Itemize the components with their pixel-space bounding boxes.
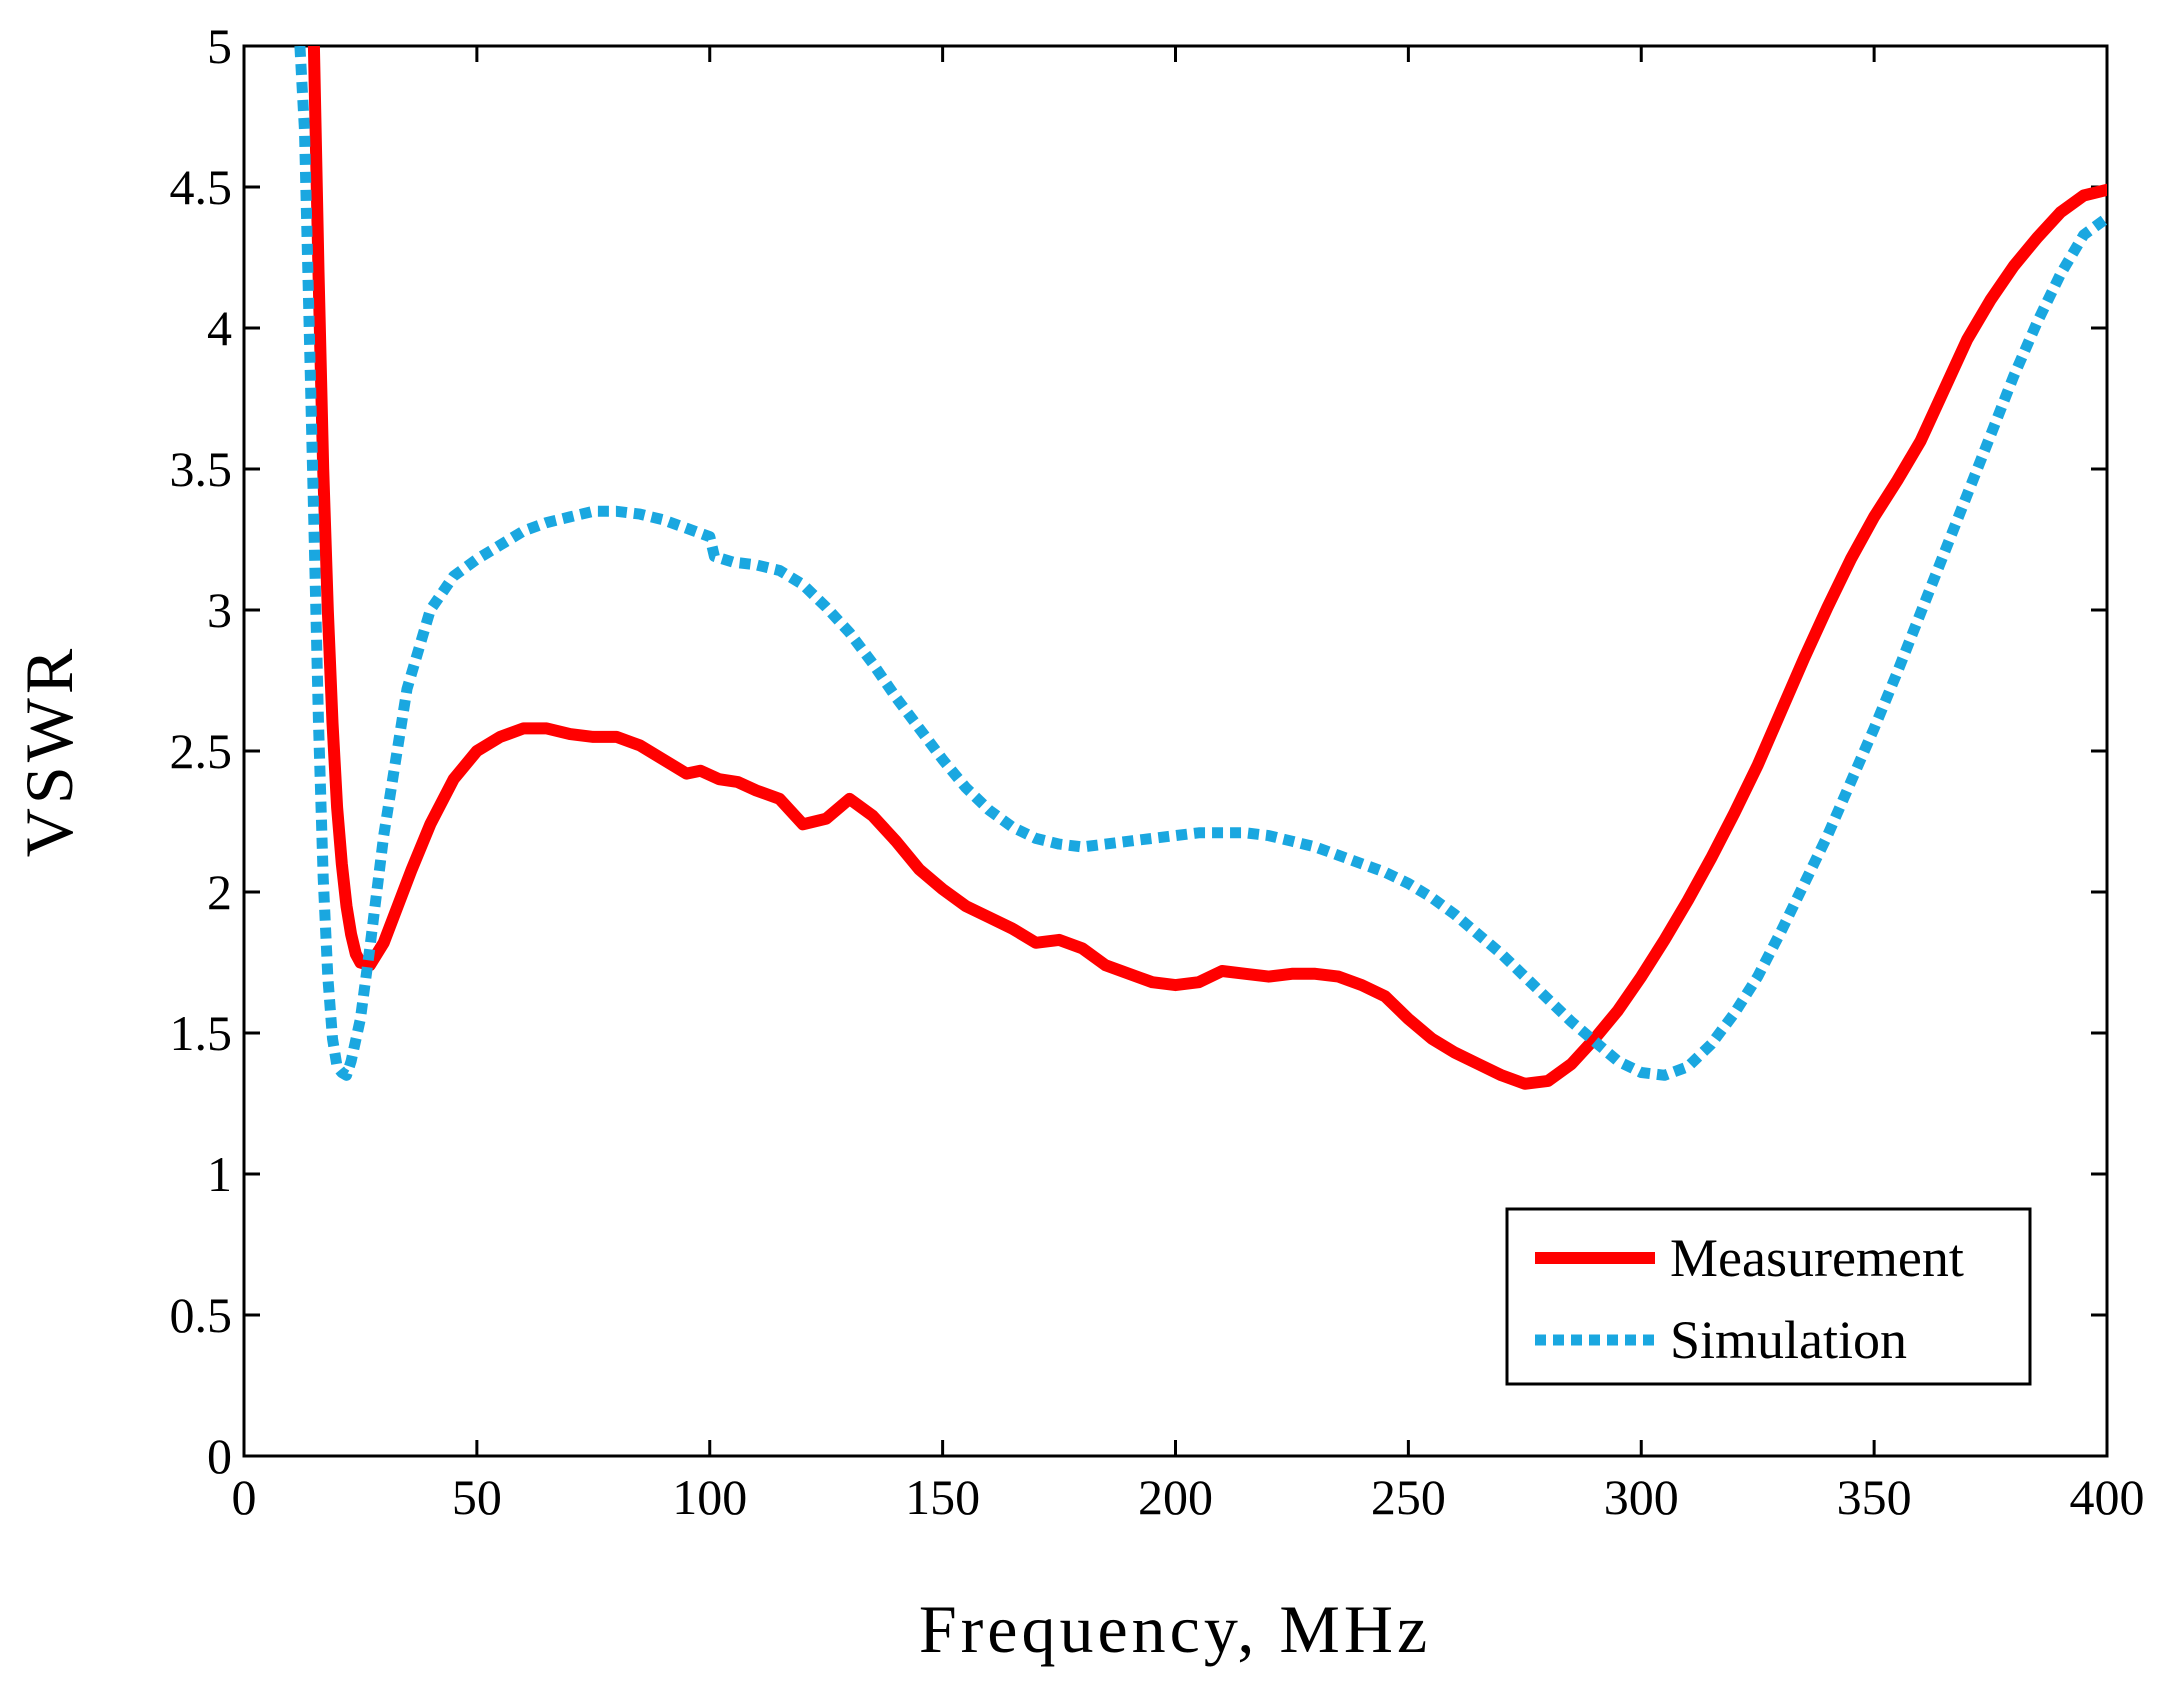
x-tick-label: 400: [2070, 1469, 2145, 1525]
axis-ticks: [242, 44, 2109, 1458]
y-tick-label: 5: [207, 18, 232, 74]
x-tick-label: 200: [1138, 1469, 1213, 1525]
legend-box: [1505, 1207, 2032, 1386]
y-tick-label: 0: [207, 1428, 232, 1484]
y-tick-label: 3: [207, 582, 232, 638]
x-tick-label: 250: [1371, 1469, 1446, 1525]
y-tick-label: 3.5: [170, 441, 233, 497]
y-tick-label: 1.5: [170, 1005, 233, 1061]
y-tick-label: 1: [207, 1146, 232, 1202]
x-tick-label: 300: [1604, 1469, 1679, 1525]
x-tick-label: 350: [1837, 1469, 1912, 1525]
y-tick-label: 0.5: [170, 1287, 233, 1343]
y-tick-label: 4.5: [170, 159, 233, 215]
series-line-measurement: [307, 46, 2107, 1090]
x-tick-label: 150: [905, 1469, 980, 1525]
legend: Measurement Simulation: [1505, 1207, 2032, 1386]
legend-label-measurement: Measurement: [1670, 1228, 1964, 1288]
x-tick-label: 0: [232, 1469, 257, 1525]
y-tick-label: 2: [207, 864, 232, 920]
y-tick-label: 2.5: [170, 723, 233, 779]
y-tick-label: 4: [207, 300, 232, 356]
data-series: [294, 46, 2107, 1090]
x-axis-label: Frequency, MHz: [919, 1591, 1431, 1667]
y-axis-label: VSWR: [11, 645, 87, 857]
legend-label-simulation: Simulation: [1670, 1310, 1907, 1370]
x-tick-label: 100: [672, 1469, 747, 1525]
series-line-simulation: [294, 46, 2107, 1081]
x-tick-label: 50: [452, 1469, 502, 1525]
tick-labels: 0 50 100 150 200 250 300 350 400 0 0.5 1 1.5 2 2.5 3 3.5…: [170, 18, 2145, 1525]
